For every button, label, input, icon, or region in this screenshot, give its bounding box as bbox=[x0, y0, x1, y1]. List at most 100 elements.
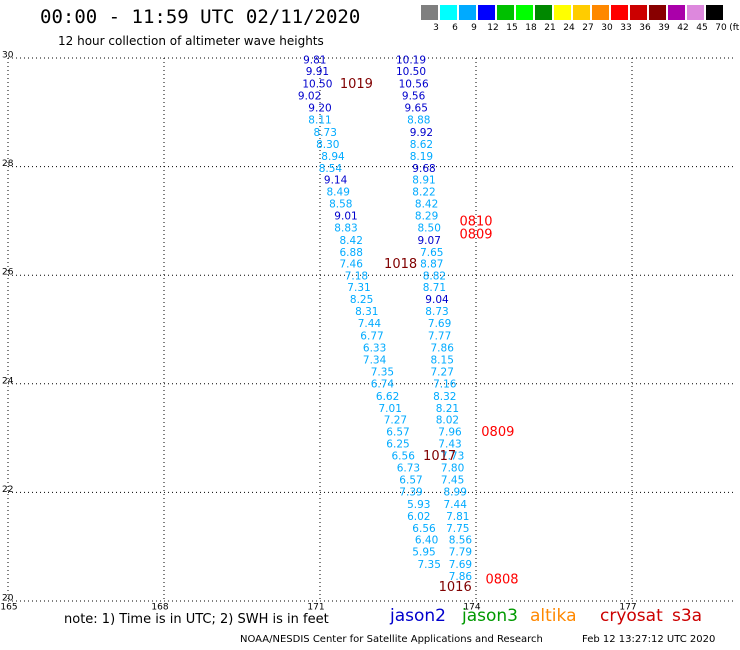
wave-height-value: 9.68 bbox=[412, 163, 435, 175]
lat-tick-label: 30 bbox=[2, 51, 14, 61]
wave-height-value: 10.56 bbox=[399, 79, 429, 91]
wave-height-value: 7.86 bbox=[431, 343, 455, 355]
grid-lines bbox=[7, 57, 736, 602]
pass-time-label: 0808 bbox=[485, 572, 518, 587]
legend-swatch bbox=[592, 5, 609, 20]
legend-swatch bbox=[706, 5, 723, 20]
wave-height-value: 6.02 bbox=[407, 511, 430, 523]
pass-time-label: 0809 bbox=[459, 228, 492, 243]
wave-height-value: 9.92 bbox=[410, 127, 433, 139]
wave-height-value: 7.46 bbox=[340, 258, 364, 270]
wave-height-value: 8.31 bbox=[355, 306, 378, 318]
wave-height-value: 8.11 bbox=[308, 114, 331, 126]
legend-swatch bbox=[611, 5, 628, 20]
wave-height-value: 9.07 bbox=[418, 235, 441, 247]
wave-height-value: 8.49 bbox=[327, 187, 350, 199]
footer-note: note: 1) Time is in UTC; 2) SWH is in fe… bbox=[64, 612, 329, 627]
axis-tick-labels: 165 168 171 174 177 30 28 26 24 22 20 bbox=[0, 51, 636, 613]
legend-label: 15 bbox=[506, 23, 518, 33]
wave-height-value: 8.19 bbox=[410, 151, 433, 163]
wave-height-value: 7.73 bbox=[441, 451, 464, 463]
legend-label: 42 bbox=[677, 23, 689, 33]
wave-height-value: 7.65 bbox=[420, 247, 443, 259]
wave-height-value: 6.56 bbox=[392, 451, 416, 463]
wave-height-value: 8.02 bbox=[436, 415, 459, 427]
wave-height-value: 8.50 bbox=[418, 223, 441, 235]
legend-swatch bbox=[497, 5, 514, 20]
wave-height-value: 7.35 bbox=[371, 366, 394, 378]
wave-height-value: 6.57 bbox=[399, 474, 422, 486]
wave-height-value: 8.99 bbox=[444, 486, 467, 498]
wave-height-value: 7.77 bbox=[428, 331, 451, 343]
wave-height-value: 7.35 bbox=[418, 559, 441, 571]
pass-time-label: 0810 bbox=[459, 214, 492, 229]
lat-tick-label: 28 bbox=[2, 159, 14, 169]
legend-swatch bbox=[459, 5, 476, 20]
wave-height-value: 6.40 bbox=[415, 535, 438, 547]
wave-height-value: 7.69 bbox=[449, 559, 472, 571]
legend-swatch bbox=[440, 5, 457, 20]
satellite-label: cryosat bbox=[600, 606, 663, 626]
wave-height-value: 8.42 bbox=[415, 199, 438, 211]
legend-label: 9 bbox=[471, 23, 477, 33]
legend-label: 27 bbox=[582, 23, 594, 33]
legend-swatch bbox=[649, 5, 666, 20]
wave-height-value: 9.20 bbox=[308, 102, 331, 114]
wave-height-value: 10.50 bbox=[396, 66, 426, 78]
wave-height-value: 8.58 bbox=[329, 199, 352, 211]
wave-height-value: 7.16 bbox=[433, 378, 457, 390]
wave-height-value: 8.30 bbox=[316, 139, 339, 151]
wave-height-value: 9.14 bbox=[324, 175, 348, 187]
credit-line: NOAA/NESDIS Center for Satellite Applica… bbox=[240, 634, 543, 645]
lat-tick-label: 24 bbox=[2, 376, 14, 386]
wave-height-value: 6.74 bbox=[371, 378, 395, 390]
pass-time-label: 1016 bbox=[439, 580, 472, 595]
wave-height-value: 7.79 bbox=[449, 547, 472, 559]
satellite-label: jason3 bbox=[462, 606, 518, 626]
wave-height-value: 7.27 bbox=[431, 366, 454, 378]
lat-tick-label: 26 bbox=[2, 268, 14, 278]
wave-height-value: 10.50 bbox=[302, 79, 332, 91]
wave-height-value: 6.25 bbox=[386, 439, 409, 451]
wave-height-value: 7.27 bbox=[384, 415, 407, 427]
legend-swatch bbox=[421, 5, 438, 20]
wave-height-value: 8.88 bbox=[407, 114, 430, 126]
wave-height-value: 9.04 bbox=[425, 294, 449, 306]
wave-height-value: 9.91 bbox=[306, 66, 329, 78]
wave-height-value: 8.25 bbox=[350, 294, 373, 306]
wave-height-value: 8.15 bbox=[431, 354, 454, 366]
lon-tick-label: 168 bbox=[151, 603, 168, 613]
wave-height-value: 9.56 bbox=[402, 91, 426, 103]
legend-label: 70 bbox=[715, 23, 727, 33]
legend-label: 21 bbox=[544, 23, 556, 33]
wave-height-value: 7.01 bbox=[379, 403, 402, 415]
wave-height-value: 7.96 bbox=[438, 427, 462, 439]
wave-height-value: 7.31 bbox=[347, 282, 370, 294]
lon-tick-label: 177 bbox=[619, 603, 636, 613]
wave-height-value: 8.56 bbox=[449, 535, 473, 547]
legend-label: 24 bbox=[563, 23, 575, 33]
lat-tick-label: 22 bbox=[2, 485, 13, 495]
wave-height-value: 7.44 bbox=[358, 318, 382, 330]
wave-height-value: 6.73 bbox=[397, 463, 420, 475]
map-title: 00:00 - 11:59 UTC 02/11/2020 bbox=[40, 6, 361, 28]
wave-height-value: 9.02 bbox=[298, 91, 321, 103]
generated-timestamp: Feb 12 13:27:12 UTC 2020 bbox=[582, 634, 716, 645]
wave-height-value: 7.39 bbox=[399, 486, 422, 498]
wave-height-value: 8.22 bbox=[412, 187, 435, 199]
wave-height-value: 7.43 bbox=[438, 439, 461, 451]
legend-swatch bbox=[630, 5, 647, 20]
wave-height-value: 8.73 bbox=[425, 306, 448, 318]
wave-height-value: 7.18 bbox=[345, 270, 368, 282]
wave-height-value: 8.73 bbox=[314, 127, 337, 139]
legend-label: 45 bbox=[696, 23, 708, 33]
wave-height-value: 6.62 bbox=[376, 391, 399, 403]
wave-height-value: 7.81 bbox=[446, 511, 469, 523]
legend-label: 33 bbox=[620, 23, 632, 33]
wave-height-value: 7.44 bbox=[444, 499, 468, 511]
wave-height-value: 6.77 bbox=[360, 331, 383, 343]
wave-height-value: 6.57 bbox=[386, 427, 409, 439]
satellite-label: jason2 bbox=[390, 606, 446, 626]
legend-swatch bbox=[668, 5, 685, 20]
lat-tick-label: 20 bbox=[2, 594, 14, 604]
